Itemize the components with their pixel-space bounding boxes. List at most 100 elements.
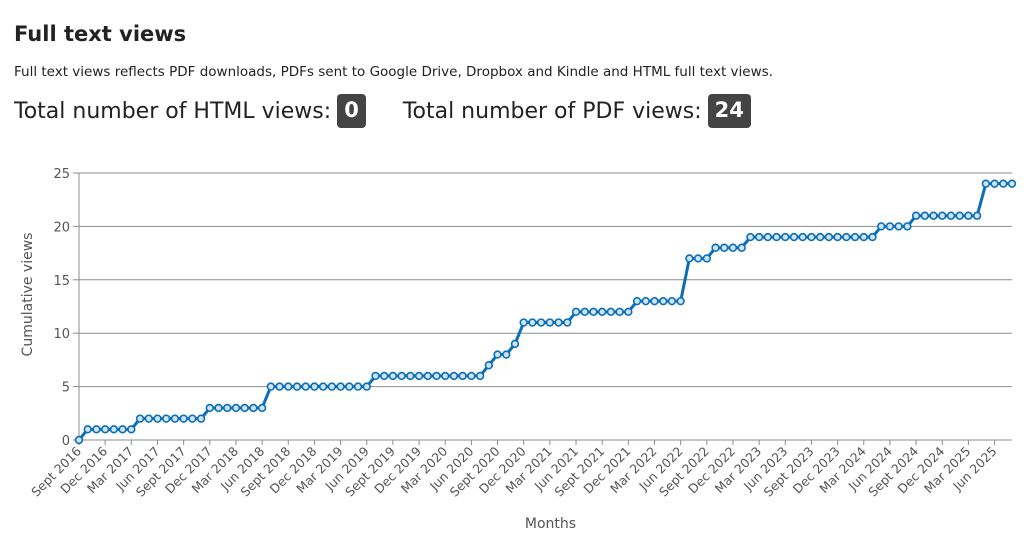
data-point [737, 243, 746, 252]
data-point [632, 296, 642, 306]
data-point [842, 232, 851, 242]
data-point [868, 232, 877, 242]
data-point [432, 371, 441, 381]
data-point [781, 232, 790, 242]
data-point [676, 296, 685, 306]
data-point [824, 232, 834, 242]
data-point [214, 403, 223, 413]
data-point [205, 403, 214, 413]
data-point [981, 179, 991, 188]
html-views-label: Total number of HTML views: [14, 98, 332, 124]
html-views-total: Total number of HTML views: 0 [14, 94, 366, 128]
data-point [266, 382, 276, 391]
y-axis-ticks: 0 5 10 15 20 25 [53, 167, 79, 449]
data-point [441, 371, 450, 381]
data-point [336, 382, 345, 391]
data-point [371, 371, 380, 381]
data-point [536, 318, 546, 327]
data-point [100, 425, 110, 434]
data-point [109, 425, 119, 434]
data-point [275, 382, 284, 391]
x-axis-title: Months [525, 516, 576, 532]
page-title: Full text views [14, 22, 187, 46]
data-point [685, 254, 694, 263]
data-point [118, 425, 127, 434]
grid-lines [78, 172, 1012, 441]
data-point [528, 318, 537, 327]
data-point [467, 371, 476, 381]
data-point [284, 382, 293, 391]
totals-bar: Total number of HTML views: 0 Total numb… [14, 94, 751, 128]
y-tick-label: 25 [53, 167, 70, 182]
y-axis-title: Cumulative views [20, 233, 36, 357]
data-point [458, 371, 467, 381]
data-point [301, 382, 310, 391]
data-point [920, 211, 930, 220]
y-tick-label: 15 [53, 274, 70, 289]
data-point [641, 296, 650, 306]
y-tick-label: 10 [53, 327, 70, 342]
data-point [894, 222, 903, 231]
data-point [702, 254, 712, 263]
data-point [362, 382, 371, 391]
data-point [589, 307, 598, 317]
data-point [502, 350, 511, 359]
data-point [257, 403, 267, 413]
data-point [196, 414, 206, 423]
data-point [615, 307, 624, 317]
data-point [972, 211, 982, 220]
data-point [885, 222, 895, 231]
data-point [667, 296, 677, 306]
data-points [74, 179, 1017, 445]
data-point [135, 414, 145, 423]
data-point [179, 414, 188, 423]
data-point [144, 414, 153, 423]
data-point [1007, 179, 1017, 188]
data-point [964, 211, 973, 220]
data-point [493, 350, 502, 359]
data-point [327, 382, 337, 391]
pdf-views-label: Total number of PDF views: [402, 98, 702, 124]
data-point [240, 403, 249, 413]
data-point [877, 222, 886, 231]
y-tick-label: 0 [62, 434, 70, 449]
data-point [406, 371, 415, 381]
data-point [772, 232, 781, 242]
pdf-views-badge: 24 [707, 94, 751, 128]
data-point [153, 414, 162, 423]
data-point [519, 318, 528, 327]
data-point [850, 232, 860, 242]
data-point [720, 243, 729, 252]
data-point [223, 403, 232, 413]
data-point [379, 371, 389, 381]
data-point [946, 211, 956, 220]
data-point [659, 296, 668, 306]
data-point [903, 222, 912, 231]
data-point [475, 371, 485, 381]
data-point [597, 307, 607, 317]
data-point [388, 371, 398, 381]
data-point [318, 382, 328, 391]
data-point [292, 382, 302, 391]
data-point [423, 371, 432, 381]
data-point [929, 211, 938, 220]
data-point [170, 414, 180, 423]
data-point [397, 371, 406, 381]
data-point [711, 243, 720, 252]
data-point [484, 361, 494, 370]
data-point [999, 179, 1008, 188]
data-point [807, 232, 816, 242]
data-point [249, 403, 258, 413]
data-point [510, 339, 520, 349]
data-point [161, 414, 171, 423]
data-point [74, 435, 84, 445]
y-tick-label: 5 [62, 381, 70, 396]
data-point [990, 179, 999, 188]
pdf-views-total: Total number of PDF views: 24 [403, 94, 751, 128]
data-point [815, 232, 825, 242]
series-layer [77, 182, 1012, 441]
html-views-badge: 0 [337, 94, 366, 128]
data-point [188, 414, 197, 423]
